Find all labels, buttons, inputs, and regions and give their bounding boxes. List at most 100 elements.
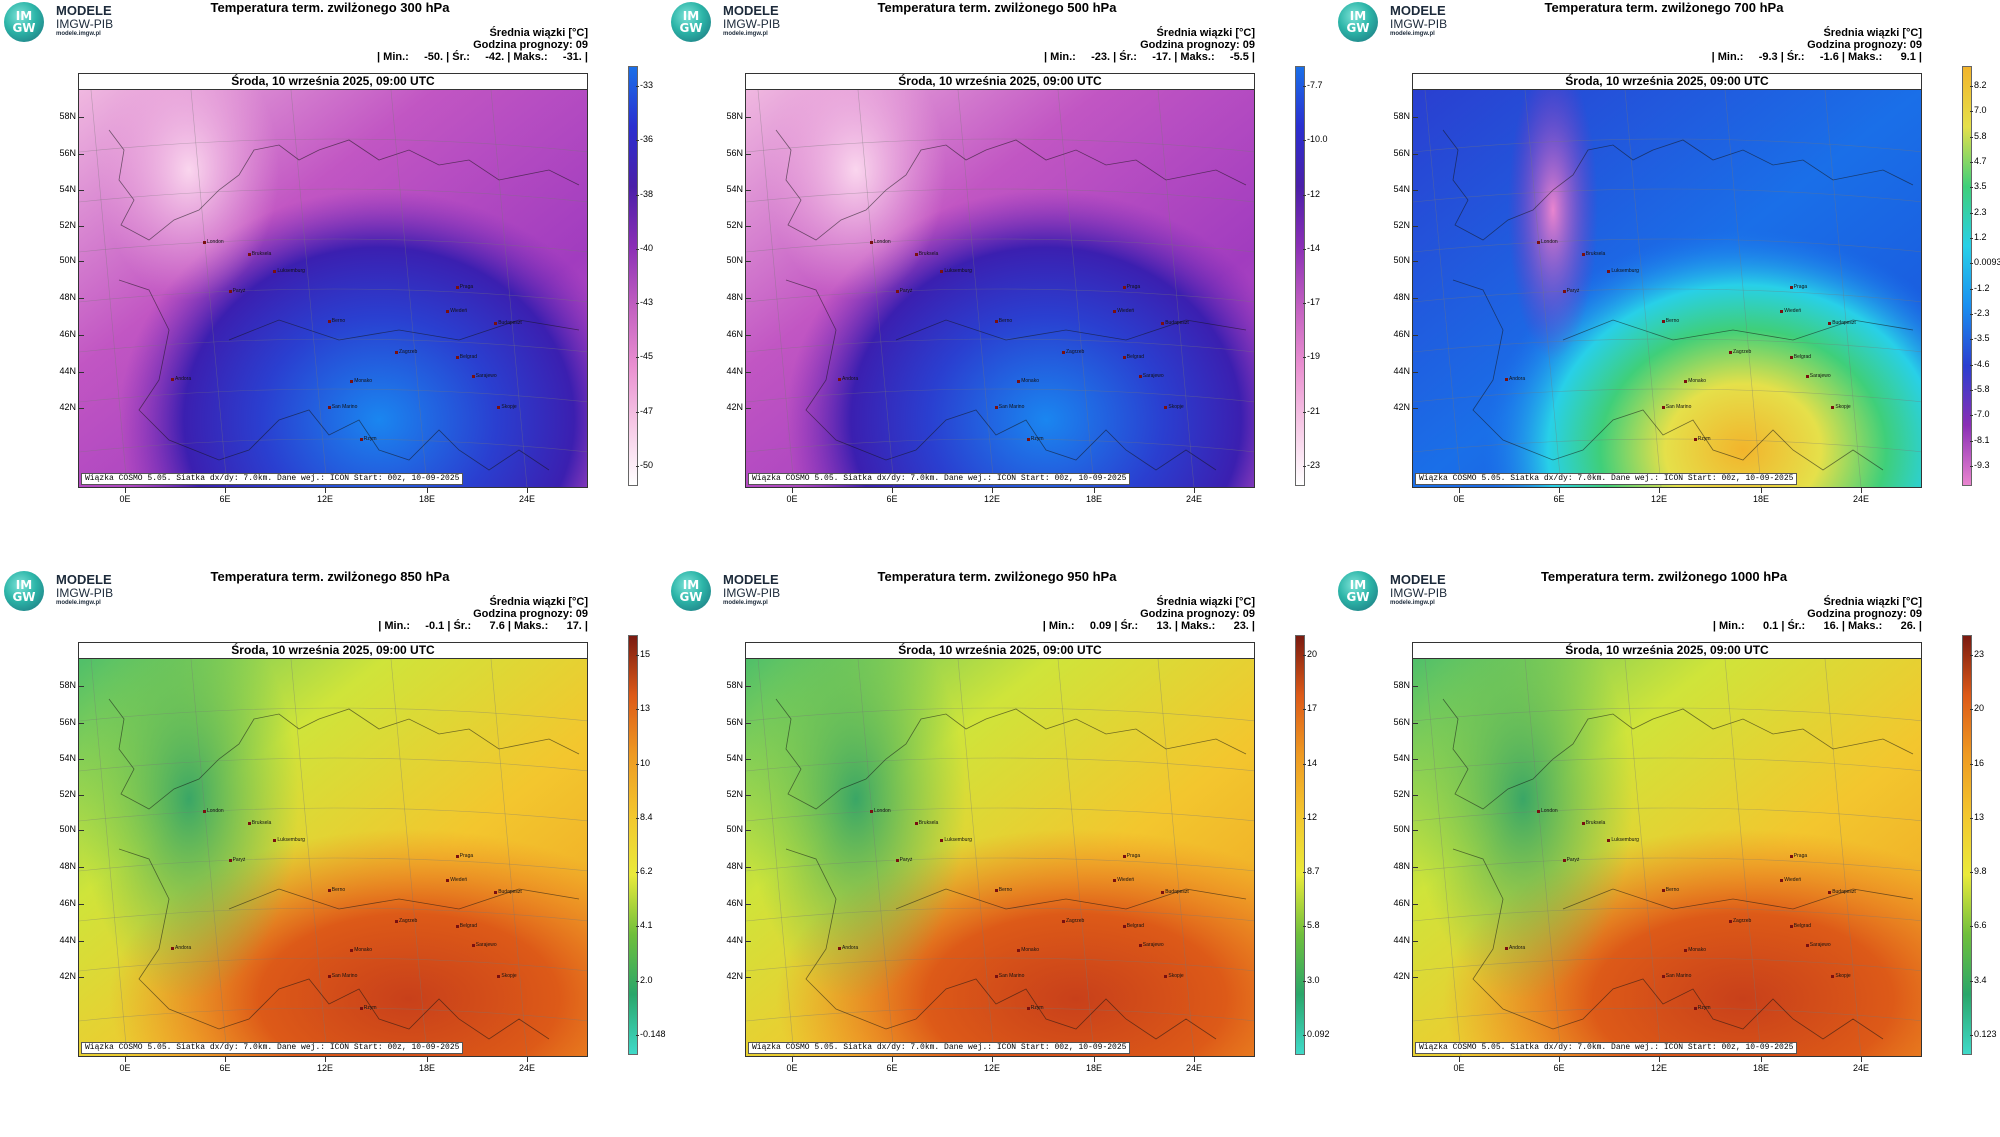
city-label: Bruksela <box>1581 250 1606 257</box>
city-label: Luksemburg <box>273 836 305 843</box>
panel-info: Średnia wiązki [°C] Godzina prognozy: 09… <box>1043 596 1255 632</box>
lat-tick-label: 56N <box>1380 717 1418 727</box>
lon-tick-label: 24E <box>1179 488 1209 504</box>
graticule-lat <box>79 288 587 303</box>
city-label: Paryż <box>228 288 246 294</box>
colorbar-tick-label: 7.0 <box>1970 105 1987 116</box>
city-label: Belgrad <box>1122 923 1145 929</box>
graticule-lat <box>746 757 1254 772</box>
graticule-lon <box>190 659 228 1056</box>
colorbar-tick-label: 1.2 <box>1970 232 1987 242</box>
city-label: Skopje <box>1831 404 1851 411</box>
lat-tick-label: 44N <box>46 935 84 945</box>
graticule-lat <box>746 288 1254 303</box>
city-label: Wiedeń <box>1113 877 1135 884</box>
graticule-lat <box>1413 238 1921 253</box>
graticule-lat <box>1413 707 1921 722</box>
colorbar-tick-label: -12 <box>1302 188 1321 199</box>
city-label: London <box>870 807 891 814</box>
lat-tick-label: 52N <box>1380 220 1418 230</box>
colorbar-tick-label: 3.0 <box>1303 974 1320 985</box>
colorbar-tick-label: 16 <box>1969 757 1985 768</box>
field-secondary <box>746 659 966 999</box>
model-footer: Wiązka COSMO 5.05. Siatka dx/dy: 7.0km. … <box>81 1042 464 1054</box>
lat-tick-label: 44N <box>1380 935 1418 945</box>
coastline-borders <box>1442 698 1914 1040</box>
city-label: Andora <box>170 944 192 951</box>
city-label: Andora <box>1504 944 1526 951</box>
lat-tick-label: 52N <box>713 220 751 230</box>
panel-info: Średnia wiązki [°C] Godzina prognozy: 09… <box>1713 596 1922 632</box>
lat-tick-label: 52N <box>46 789 84 799</box>
lat-tick-label: 42N <box>1380 971 1418 981</box>
colorbar-tick-label: -4.6 <box>1970 358 1990 369</box>
lon-tick-label: 24E <box>1846 488 1876 504</box>
lat-tick-label: 54N <box>1380 753 1418 763</box>
lon-tick-label: 6E <box>877 488 907 504</box>
map-frame: Środa, 10 września 2025, 09:00 UTC Londo… <box>745 642 1255 1057</box>
city-label: San Marino <box>1661 973 1692 980</box>
logo-line-1: MODELE <box>723 3 779 18</box>
colorbar-2 <box>1295 66 1305 486</box>
lat-tick-label: 46N <box>46 898 84 908</box>
colorbar-5 <box>1295 635 1305 1055</box>
city-label: Paryż <box>1562 288 1580 294</box>
panel-info: Średnia wiązki [°C] Godzina prognozy: 09… <box>377 27 588 63</box>
colorbar-tick-label: -7.7 <box>1303 80 1323 90</box>
city-label: Monako <box>1684 947 1706 953</box>
city-label: Luksemburg <box>273 267 305 274</box>
lat-tick-label: 56N <box>713 717 751 727</box>
panel-stats: | Min.: -23. | Śr.: -17. | Maks.: -5.5 | <box>1044 51 1255 63</box>
city-label: Monako <box>350 947 372 953</box>
panel-stats: | Min.: -0.1 | Śr.: 7.6 | Maks.: 17. | <box>378 620 588 632</box>
city-label: Paryż <box>895 857 913 863</box>
temperature-field <box>1413 659 1921 1056</box>
city-label: Praga <box>1122 853 1141 860</box>
city-label: Sarajewo <box>1805 942 1831 949</box>
panel-title: Temperatura term. zwilżonego 850 hPa <box>210 569 450 584</box>
logo-line-2: IMGW-PIB <box>1390 586 1448 600</box>
logo-line-3: modele.imgw.pl <box>723 31 768 37</box>
graticule-lat <box>79 238 587 253</box>
city-label: Belgrad <box>1122 354 1145 360</box>
lat-tick-label: 52N <box>46 220 84 230</box>
graticule-lon <box>857 90 895 487</box>
map-frame: Środa, 10 września 2025, 09:00 UTC Londo… <box>1412 73 1922 488</box>
lat-tick-label: 50N <box>46 255 84 265</box>
city-label: Berno <box>327 887 346 893</box>
imgw-logo: IM GW MODELE IMGW-PIB modele.imgw.pl <box>671 2 791 44</box>
panel-subtitle: Średnia wiązki [°C] <box>1156 27 1255 39</box>
lat-tick-label: 48N <box>1380 292 1418 302</box>
colorbar-tick-label: -5.8 <box>1970 384 1990 394</box>
graticule-lat <box>79 438 587 453</box>
imgw-logo: IM GW MODELE IMGW-PIB modele.imgw.pl <box>1338 571 1458 613</box>
graticule-lat <box>746 438 1254 453</box>
city-label: Andora <box>837 375 859 382</box>
colorbar-tick-label: 8.7 <box>1303 866 1320 877</box>
city-label: San Marino <box>994 973 1025 980</box>
graticule-lat <box>79 1007 587 1022</box>
lon-tick-label: 18E <box>1746 1057 1776 1073</box>
date-line: Środa, 10 września 2025, 09:00 UTC <box>746 643 1254 659</box>
imgw-logo-icon: IM GW <box>1338 571 1378 611</box>
graticule-lon <box>1524 659 1562 1056</box>
city-label: Zagrzeb <box>1061 349 1085 356</box>
imgw-logo-icon: IM GW <box>1338 2 1378 42</box>
colorbar-tick-label: 4.7 <box>1970 156 1987 166</box>
lat-tick-label: 48N <box>46 292 84 302</box>
lat-tick-label: 58N <box>1380 111 1418 121</box>
field-secondary <box>1413 659 1633 999</box>
coastline-borders <box>108 698 580 1040</box>
panel-title: Temperatura term. zwilżonego 950 hPa <box>877 569 1117 584</box>
city-label: Berno <box>327 318 346 324</box>
city-label: Belgrad <box>455 354 478 360</box>
panel-info: Średnia wiązki [°C] Godzina prognozy: 09… <box>378 596 588 632</box>
city-label: Monako <box>1684 378 1706 384</box>
graticule-lat <box>79 857 587 872</box>
colorbar-tick-label: 15 <box>635 649 651 659</box>
map-panel-5: IM GW MODELE IMGW-PIB modele.imgw.pl Temp… <box>667 569 1333 1137</box>
field-secondary <box>1508 90 1598 360</box>
colorbar-tick-label: -33 <box>635 80 654 90</box>
map-area: London Bruksela Luksemburg Paryż Praga Wiedeń… <box>79 90 587 487</box>
lat-tick-label: 46N <box>1380 898 1418 908</box>
